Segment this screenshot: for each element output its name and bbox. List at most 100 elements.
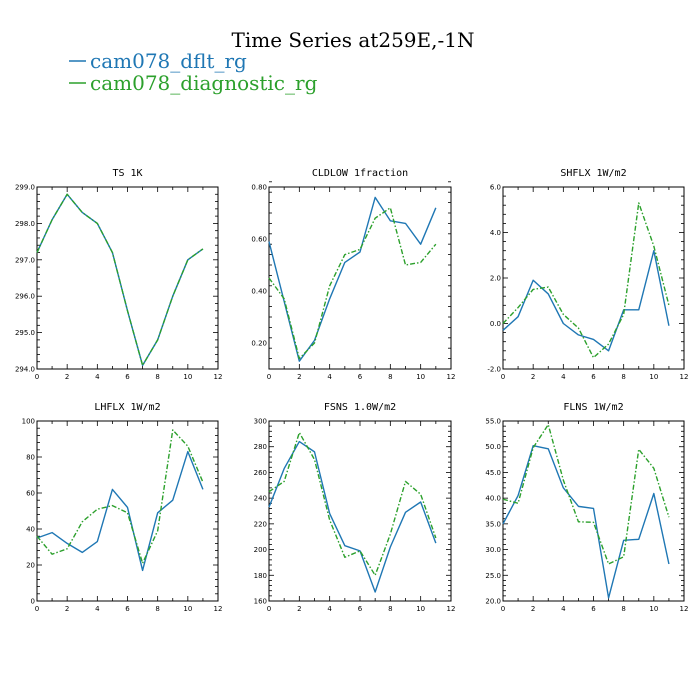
- x-tick-label-fsns: 10: [416, 605, 425, 613]
- x-tick-label-lhflx: 12: [214, 605, 223, 613]
- panel-shflx: SHFLX 1W/m2 0 2 4 6 8 10 12 -2.0 0.0 2.0 4.0 6.0: [487, 168, 688, 381]
- series-line-dflt-flns: [502, 444, 670, 599]
- series-line-dflt-lhflx: [36, 450, 204, 572]
- plot-frame-shflx: [502, 186, 685, 370]
- x-tick-label-ts: 0: [35, 373, 39, 381]
- series-line-dflt-shflx: [502, 249, 670, 352]
- x-tick-label-ts: 10: [183, 373, 192, 381]
- x-tick-label-cldlow: 10: [416, 373, 425, 381]
- series-line-dflt-cldlow: [268, 196, 437, 362]
- y-tick-label-ts: 299.0: [15, 184, 35, 192]
- panels-grid: TS 1K 0 2 4 6 8 10 12 294.0 295.0 296.0 297.0 298.0 2…: [15, 168, 689, 613]
- panel-ts: TS 1K 0 2 4 6 8 10 12 294.0 295.0 296.0 297.0 298.0 2…: [15, 168, 223, 381]
- series-line-diagnostic-ts: [36, 193, 204, 367]
- panel-lhflx: LHFLX 1W/m2 0 2 4 6 8 10 12 0 20 40 60 80 100: [22, 402, 223, 613]
- panel-title-lhflx: LHFLX 1W/m2: [94, 402, 160, 413]
- y-tick-label-shflx: 4.0: [490, 229, 501, 237]
- y-tick-label-lhflx: 0: [31, 598, 35, 606]
- y-tick-label-ts: 296.0: [15, 293, 35, 301]
- x-tick-label-flns: 10: [649, 605, 658, 613]
- y-tick-label-fsns: 280: [254, 443, 267, 451]
- series-line-diagnostic-lhflx: [36, 429, 204, 564]
- panel-cldlow: CLDLOW 1fraction 0 2 4 6 8 10 12 0.20 0.40 0.60 0.8…: [251, 168, 455, 381]
- panel-flns: FLNS 1W/m2 0 2 4 6 8 10 12 20.0 25.0 30.0 35.0 40.0 4…: [485, 402, 688, 613]
- y-tick-label-lhflx: 100: [22, 418, 35, 426]
- y-tick-label-flns: 25.0: [485, 572, 501, 580]
- x-tick-label-ts: 4: [95, 373, 100, 381]
- x-tick-label-fsns: 2: [297, 605, 301, 613]
- series-line-dflt-fsns: [268, 440, 437, 593]
- x-tick-label-shflx: 6: [591, 373, 596, 381]
- y-tick-label-cldlow: 0.20: [251, 340, 267, 348]
- x-tick-label-ts: 8: [155, 373, 159, 381]
- x-tick-label-lhflx: 8: [155, 605, 159, 613]
- x-tick-label-cldlow: 0: [267, 373, 271, 381]
- panel-title-flns: FLNS 1W/m2: [563, 402, 623, 413]
- x-tick-label-cldlow: 6: [358, 373, 363, 381]
- panel-title-cldlow: CLDLOW 1fraction: [312, 168, 408, 179]
- y-tick-label-fsns: 260: [254, 469, 267, 477]
- x-tick-label-fsns: 6: [358, 605, 363, 613]
- x-tick-label-shflx: 10: [649, 373, 658, 381]
- y-tick-label-flns: 50.0: [485, 443, 501, 451]
- panel-title-ts: TS 1K: [112, 168, 142, 179]
- x-tick-label-lhflx: 4: [95, 605, 100, 613]
- x-tick-label-lhflx: 2: [65, 605, 69, 613]
- x-tick-label-shflx: 4: [561, 373, 566, 381]
- y-tick-label-flns: 40.0: [485, 495, 501, 503]
- y-tick-label-lhflx: 20: [26, 562, 35, 570]
- y-tick-label-flns: 35.0: [485, 520, 501, 528]
- y-tick-label-cldlow: 0.40: [251, 288, 267, 296]
- x-tick-label-shflx: 2: [531, 373, 535, 381]
- y-tick-label-fsns: 300: [254, 418, 267, 426]
- x-tick-label-ts: 12: [214, 373, 223, 381]
- x-tick-label-shflx: 12: [680, 373, 689, 381]
- series-line-diagnostic-flns: [502, 423, 670, 565]
- x-tick-label-lhflx: 6: [125, 605, 130, 613]
- x-tick-label-flns: 8: [621, 605, 625, 613]
- x-tick-label-fsns: 4: [327, 605, 332, 613]
- y-tick-label-ts: 294.0: [15, 366, 35, 374]
- y-tick-label-shflx: 2.0: [490, 275, 501, 283]
- y-tick-label-ts: 295.0: [15, 329, 35, 337]
- panel-fsns: FSNS 1.0W/m2 0 2 4 6 8 10 12 160 180 200 220 240 260 2…: [254, 402, 456, 613]
- x-tick-label-flns: 12: [680, 605, 689, 613]
- x-tick-label-cldlow: 8: [388, 373, 392, 381]
- y-tick-label-cldlow: 0.80: [251, 184, 267, 192]
- y-tick-label-cldlow: 0.60: [251, 236, 267, 244]
- x-tick-label-fsns: 8: [388, 605, 392, 613]
- series-line-diagnostic-shflx: [502, 202, 670, 359]
- y-tick-label-shflx: 0.0: [490, 320, 501, 328]
- x-tick-label-shflx: 0: [501, 373, 505, 381]
- y-tick-label-fsns: 220: [254, 520, 267, 528]
- figure-title: Time Series at259E,-1N: [232, 28, 475, 52]
- x-tick-label-fsns: 0: [267, 605, 271, 613]
- y-tick-label-shflx: 6.0: [490, 184, 501, 192]
- x-tick-label-cldlow: 12: [447, 373, 456, 381]
- y-tick-label-shflx: -2.0: [487, 366, 501, 374]
- x-tick-label-shflx: 8: [621, 373, 625, 381]
- plot-frame-cldlow: [268, 186, 452, 370]
- y-tick-label-flns: 30.0: [485, 546, 501, 554]
- y-tick-label-lhflx: 80: [26, 454, 35, 462]
- y-tick-label-fsns: 160: [254, 598, 267, 606]
- x-tick-label-ts: 2: [65, 373, 69, 381]
- panel-title-fsns: FSNS 1.0W/m2: [324, 402, 396, 413]
- panel-title-shflx: SHFLX 1W/m2: [560, 168, 626, 179]
- y-tick-label-ts: 297.0: [15, 256, 35, 264]
- y-tick-label-fsns: 180: [254, 572, 267, 580]
- series-line-diagnostic-cldlow: [268, 207, 437, 360]
- x-tick-label-ts: 6: [125, 373, 130, 381]
- x-tick-label-cldlow: 2: [297, 373, 301, 381]
- y-tick-label-lhflx: 40: [26, 526, 35, 534]
- x-tick-label-flns: 0: [501, 605, 505, 613]
- y-tick-label-flns: 45.0: [485, 469, 501, 477]
- y-tick-label-ts: 298.0: [15, 220, 35, 228]
- series-line-diagnostic-fsns: [268, 431, 437, 576]
- legend-label-dflt: cam078_dflt_rg: [90, 49, 247, 73]
- x-tick-label-flns: 2: [531, 605, 535, 613]
- y-tick-label-fsns: 240: [254, 495, 267, 503]
- plot-frame-ts: [36, 186, 219, 370]
- x-tick-label-lhflx: 10: [183, 605, 192, 613]
